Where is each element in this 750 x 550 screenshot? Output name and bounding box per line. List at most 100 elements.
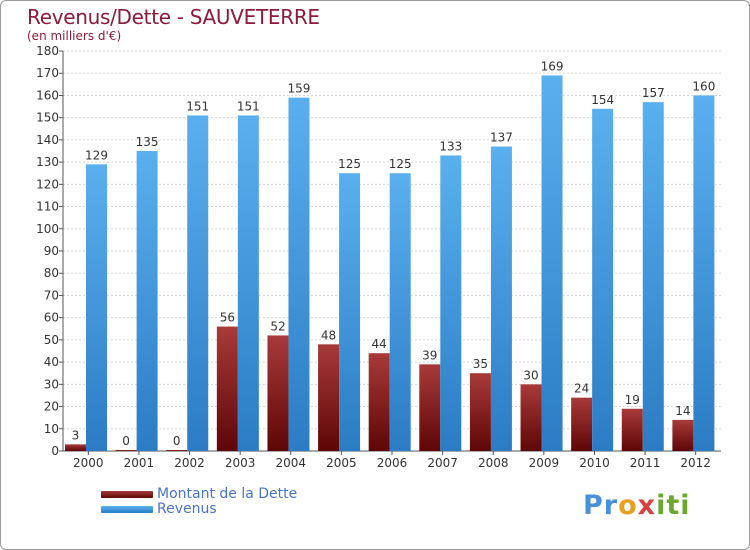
bar-debt-2001 — [115, 450, 137, 451]
y-tick-label-160: 160 — [36, 88, 59, 102]
x-tick-label-2005: 2005 — [326, 456, 357, 470]
bar-revenus-2005 — [339, 173, 361, 451]
bar-debt-2000 — [65, 444, 86, 451]
y-tick-label-130: 130 — [36, 155, 59, 169]
bar-revenus-2003 — [237, 115, 259, 451]
y-tick-label-20: 20 — [44, 400, 59, 414]
value-label-revenus-2010: 154 — [591, 93, 614, 107]
x-tick-label-2007: 2007 — [427, 456, 458, 470]
bar-debt-2009 — [520, 384, 542, 451]
bar-debt-2008 — [469, 373, 491, 451]
legend-item-debt: Montant de la Dette — [101, 487, 297, 502]
value-label-debt-2008: 35 — [473, 357, 488, 371]
y-tick-label-0: 0 — [51, 444, 59, 458]
legend-item-revenus: Revenus — [101, 502, 297, 517]
value-label-revenus-2000: 129 — [85, 148, 108, 162]
bar-revenus-2004 — [288, 97, 310, 452]
bar-revenus-2010 — [592, 108, 614, 452]
y-tick-label-30: 30 — [44, 377, 59, 391]
value-label-debt-2002: 0 — [173, 434, 181, 448]
bar-debt-2012 — [672, 419, 694, 451]
bar-revenus-2012 — [693, 95, 715, 451]
bar-debt-2007 — [419, 364, 441, 451]
x-tick-label-2008: 2008 — [478, 456, 509, 470]
labels: 0102030405060708090100110120130140150160… — [36, 44, 715, 470]
bar-revenus-2009 — [541, 75, 563, 451]
logo-part-3: x — [637, 490, 657, 521]
y-tick-label-170: 170 — [36, 66, 59, 80]
value-label-debt-2011: 19 — [625, 393, 640, 407]
logo-part-2: o — [618, 490, 638, 521]
bar-debt-2003 — [216, 326, 238, 451]
logo-part-1: Pr — [583, 490, 619, 521]
bar-debt-2011 — [621, 408, 643, 451]
bar-revenus-2000 — [86, 164, 107, 452]
bar-revenus-2008 — [490, 146, 512, 452]
value-label-debt-2012: 14 — [675, 404, 690, 418]
value-label-revenus-2003: 151 — [237, 99, 260, 113]
y-tick-label-150: 150 — [36, 111, 59, 125]
value-label-revenus-2002: 151 — [186, 99, 209, 113]
y-tick-label-70: 70 — [44, 288, 59, 302]
x-tick-label-2004: 2004 — [275, 456, 306, 470]
value-label-debt-2004: 52 — [270, 319, 285, 333]
logo-part-4: iti — [656, 490, 691, 521]
value-label-revenus-2004: 159 — [288, 82, 311, 96]
y-tick-label-40: 40 — [44, 355, 59, 369]
bar-debt-2005 — [318, 344, 340, 451]
bar-revenus-2007 — [440, 155, 462, 451]
bar-revenus-2006 — [389, 173, 411, 451]
legend-label-revenus: Revenus — [157, 501, 217, 517]
value-label-revenus-2006: 125 — [389, 157, 412, 171]
y-tick-label-120: 120 — [36, 177, 59, 191]
value-label-revenus-2012: 160 — [692, 79, 715, 93]
bar-revenus-2011 — [642, 102, 664, 451]
x-tick-label-2010: 2010 — [579, 456, 610, 470]
bar-debt-2006 — [368, 353, 390, 451]
y-tick-label-60: 60 — [44, 311, 59, 325]
value-label-revenus-2001: 135 — [136, 135, 159, 149]
legend-swatch-revenus — [101, 505, 153, 513]
y-tick-label-140: 140 — [36, 133, 59, 147]
bar-revenus-2002 — [187, 115, 209, 451]
value-label-debt-2010: 24 — [574, 382, 589, 396]
proxiti-logo: Proxiti — [583, 490, 691, 521]
legend-swatch-debt — [101, 490, 153, 498]
x-tick-label-2006: 2006 — [377, 456, 408, 470]
bar-debt-2002 — [166, 450, 188, 451]
x-tick-label-2012: 2012 — [680, 456, 711, 470]
value-label-debt-2000: 3 — [72, 428, 80, 442]
x-tick-label-2000: 2000 — [73, 456, 104, 470]
value-label-debt-2009: 30 — [523, 368, 538, 382]
value-label-debt-2007: 39 — [422, 348, 437, 362]
x-tick-label-2011: 2011 — [630, 456, 661, 470]
bar-debt-2004 — [267, 335, 289, 451]
value-label-revenus-2007: 133 — [439, 139, 462, 153]
bar-revenus-2001 — [136, 151, 158, 451]
y-tick-label-100: 100 — [36, 222, 59, 236]
y-tick-label-90: 90 — [44, 244, 59, 258]
value-label-debt-2006: 44 — [372, 337, 387, 351]
value-label-revenus-2011: 157 — [642, 86, 665, 100]
y-tick-label-80: 80 — [44, 266, 59, 280]
value-label-debt-2001: 0 — [122, 434, 130, 448]
x-tick-label-2002: 2002 — [174, 456, 205, 470]
chart-title: Revenus/Dette - SAUVETERRE — [27, 5, 320, 29]
x-tick-label-2009: 2009 — [529, 456, 560, 470]
y-tick-label-110: 110 — [36, 200, 59, 214]
bars — [65, 75, 715, 452]
chart-subtitle: (en milliers d'€) — [27, 29, 122, 43]
bar-debt-2010 — [571, 397, 593, 451]
legend: Montant de la Dette Revenus — [101, 487, 297, 517]
x-tick-label-2001: 2001 — [124, 456, 155, 470]
value-label-revenus-2005: 125 — [338, 157, 361, 171]
y-tick-label-10: 10 — [44, 422, 59, 436]
value-label-revenus-2008: 137 — [490, 131, 513, 145]
value-label-revenus-2009: 169 — [541, 59, 564, 73]
legend-label-debt: Montant de la Dette — [157, 486, 298, 502]
value-label-debt-2005: 48 — [321, 328, 336, 342]
y-tick-label-180: 180 — [36, 44, 59, 58]
y-tick-label-50: 50 — [44, 333, 59, 347]
